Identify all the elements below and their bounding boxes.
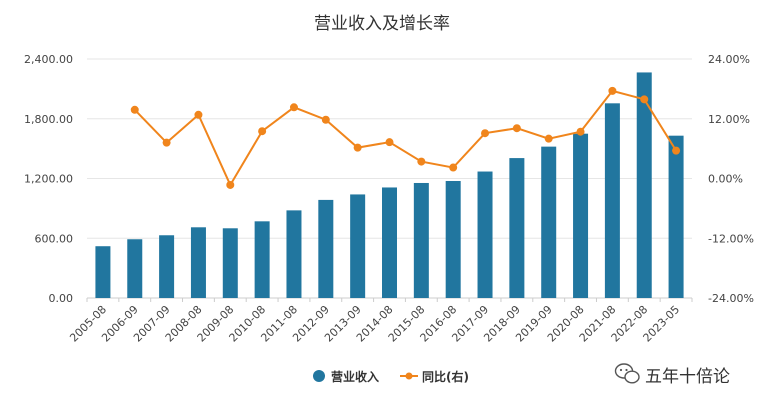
bar[interactable] [604,103,620,299]
bar[interactable] [413,182,429,298]
line-point[interactable] [481,129,490,138]
bar[interactable] [668,135,684,298]
chart-title: 营业收入及增长率 [314,14,450,34]
line-point[interactable] [226,180,235,189]
legend-line-dot [405,372,413,380]
bar[interactable] [541,146,557,298]
wechat-icon [614,363,640,384]
line-point[interactable] [640,95,649,104]
line-point[interactable] [162,138,171,147]
bar[interactable] [190,227,206,298]
line-path [134,89,677,188]
bar[interactable] [509,158,525,298]
bar[interactable] [445,180,461,298]
legend-bar-marker [313,370,325,382]
bar[interactable] [254,221,270,298]
bar[interactable] [95,246,111,298]
bar[interactable] [477,171,493,298]
y-left-tick-label: 0.00 [49,292,74,305]
line-point[interactable] [130,105,139,114]
line-series [130,86,681,189]
y-left-tick-label: 1,200.00 [24,173,73,186]
y-right-tick-label: 24.00% [708,53,750,66]
line-point[interactable] [321,115,330,124]
line-point[interactable] [385,138,394,147]
bar[interactable] [222,228,238,298]
bar[interactable] [382,187,397,298]
y-left-tick-label: 600.00 [35,232,74,245]
line-point[interactable] [576,127,585,136]
watermark: 五年十倍论 [614,363,730,387]
y-right-tick-label: -24.00% [708,292,754,305]
y-left-tick-label: 1,800.00 [24,113,73,126]
y-right-tick-label: -12.00% [708,232,754,245]
line-point[interactable] [194,110,203,119]
bar[interactable] [573,133,589,298]
bar[interactable] [318,199,334,298]
line-point[interactable] [289,103,298,112]
line-point[interactable] [512,124,521,133]
bar-series [95,72,684,299]
legend-bar-label: 营业收入 [331,369,379,384]
y-right-tick-label: 0.00% [708,173,743,186]
legend[interactable]: 营业收入 同比(右) [313,369,469,384]
legend-line-label: 同比(右) [422,369,469,384]
line-point[interactable] [449,163,458,172]
y-left-tick-label: 2,400.00 [24,53,73,66]
line-point[interactable] [608,86,617,95]
line-point[interactable] [258,127,267,136]
line-point[interactable] [417,157,426,166]
y-right-tick-label: 12.00% [708,113,750,126]
line-point[interactable] [672,146,681,155]
bar[interactable] [127,239,143,298]
line-point[interactable] [544,134,553,143]
bar[interactable] [350,194,366,298]
watermark-text: 五年十倍论 [645,367,730,387]
bar[interactable] [286,210,302,298]
bar[interactable] [636,72,652,298]
left-axis: 0.00 600.00 1,200.00 1,800.00 2,400.00 [24,53,73,305]
bar[interactable] [159,235,175,298]
x-axis: 2005-082006-092007-092008-082009-082010-… [67,298,693,345]
right-axis: -24.00% -12.00% 0.00% 12.00% 24.00% [708,53,754,305]
line-point[interactable] [353,143,362,152]
